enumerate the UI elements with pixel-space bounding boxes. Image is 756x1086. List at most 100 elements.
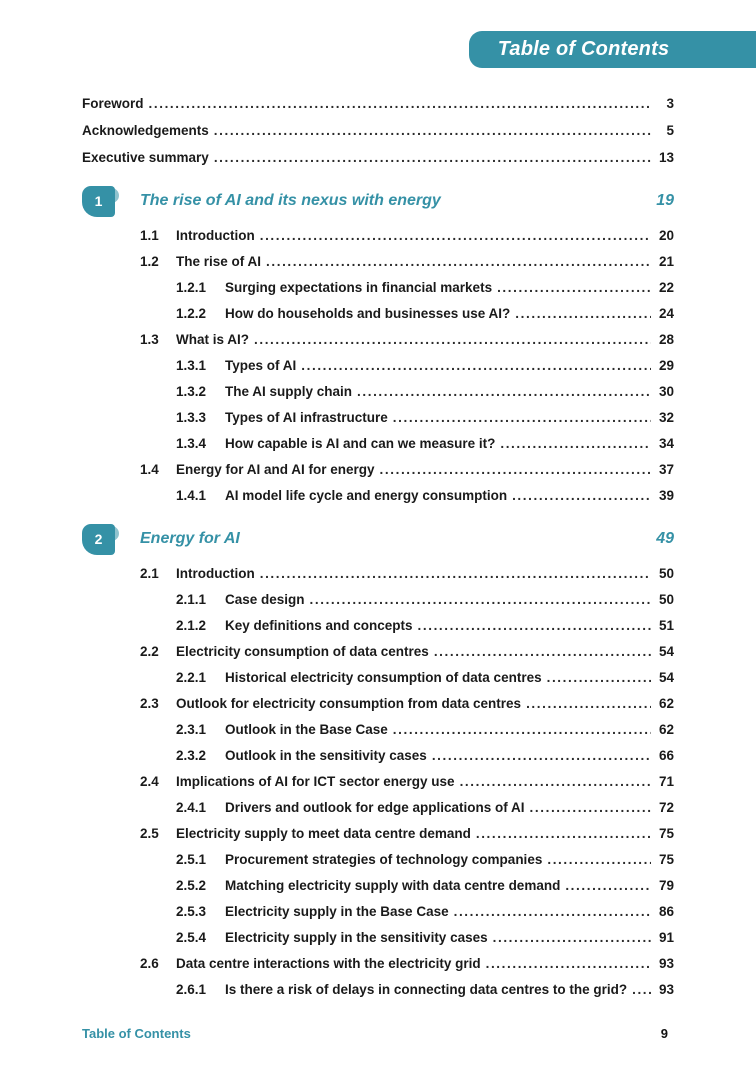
toc-entry-title: Key definitions and concepts — [225, 618, 413, 633]
toc-entry-number: 2.3 — [140, 696, 159, 711]
footer-page-number: 9 — [660, 1026, 668, 1041]
toc-entry[interactable]: 2.3 Outlook for electricity consumption … — [82, 691, 674, 717]
chapter-number-badge: 1 — [82, 185, 119, 217]
toc-entry-title: Procurement strategies of technology com… — [225, 852, 543, 867]
toc-entry-number: 1.2.1 — [176, 280, 207, 295]
dot-leader — [530, 795, 651, 821]
toc-entry-title: Implications of AI for ICT sector energy… — [176, 774, 455, 789]
toc-entry-page: 28 — [658, 332, 674, 347]
toc-entry[interactable]: 1.2 The rise of AI 21 — [82, 249, 674, 275]
chapter-heading[interactable]: 2 Energy for AI 49 — [82, 523, 674, 555]
toc-entry-number: 1.3 — [140, 332, 159, 347]
toc-entry-title: Electricity supply in the Base Case — [225, 904, 449, 919]
toc-entry-number: 2.1 — [140, 566, 159, 581]
toc-entry[interactable]: 2.5 Electricity supply to meet data cent… — [82, 821, 674, 847]
toc-entry-number: 2.5.1 — [176, 852, 207, 867]
toc-entry-title: Energy for AI and AI for energy — [176, 462, 375, 477]
toc-entry[interactable]: 2.1.2 Key definitions and concepts 51 — [82, 613, 674, 639]
toc-entry[interactable]: 2.1 Introduction 50 — [82, 561, 674, 587]
toc-entry-title: Types of AI infrastructure — [225, 410, 388, 425]
toc-entry[interactable]: 2.3.2 Outlook in the sensitivity cases 6… — [82, 743, 674, 769]
toc-entry[interactable]: 1.3.2 The AI supply chain 30 — [82, 379, 674, 405]
toc-entry-page: 37 — [658, 462, 674, 477]
chapter-page: 19 — [656, 192, 674, 209]
toc-entry-title: Foreword — [82, 96, 144, 111]
dot-leader — [476, 821, 651, 847]
toc-front-matter-entry[interactable]: Acknowledgements 5 — [82, 117, 674, 144]
toc-entry-number: 2.3.2 — [176, 748, 207, 763]
toc-entry-number: 2.2 — [140, 644, 159, 659]
toc-entry[interactable]: 2.4.1 Drivers and outlook for edge appli… — [82, 795, 674, 821]
toc-entry-title: Electricity consumption of data centres — [176, 644, 429, 659]
dot-leader — [526, 691, 651, 717]
toc-entry[interactable]: 2.6.1 Is there a risk of delays in conne… — [82, 977, 674, 1003]
dot-leader — [393, 405, 651, 431]
toc-entry[interactable]: 2.2 Electricity consumption of data cent… — [82, 639, 674, 665]
toc-entry[interactable]: 2.5.1 Procurement strategies of technolo… — [82, 847, 674, 873]
toc-entry[interactable]: 2.5.2 Matching electricity supply with d… — [82, 873, 674, 899]
toc-entry[interactable]: 1.2.1 Surging expectations in financial … — [82, 275, 674, 301]
toc-entry-title: Outlook in the sensitivity cases — [225, 748, 427, 763]
page-footer: Table of Contents 9 — [82, 1026, 674, 1041]
toc-entry[interactable]: 1.1 Introduction 20 — [82, 223, 674, 249]
footer-section-label: Table of Contents — [82, 1026, 191, 1041]
toc-entry[interactable]: 2.1.1 Case design 50 — [82, 587, 674, 613]
toc-entry-page: 54 — [658, 644, 674, 659]
toc-entry-page: 50 — [658, 566, 674, 581]
toc-entry-title: Outlook in the Base Case — [225, 722, 388, 737]
dot-leader — [500, 431, 651, 457]
toc-entry-title: Types of AI — [225, 358, 297, 373]
toc-entry-title: AI model life cycle and energy consumpti… — [225, 488, 508, 503]
toc-entry-title: Data centre interactions with the electr… — [176, 956, 481, 971]
dot-leader — [260, 561, 651, 587]
dot-leader — [547, 665, 651, 691]
toc-entry-page: 50 — [658, 592, 674, 607]
dot-leader — [632, 977, 651, 1003]
toc-entry-number: 2.5.4 — [176, 930, 207, 945]
toc-entry-page: 21 — [658, 254, 674, 269]
dot-leader — [266, 249, 651, 275]
toc-entry-number: 1.3.1 — [176, 358, 207, 373]
toc-entry-page: 51 — [658, 618, 674, 633]
toc-entry-title: Matching electricity supply with data ce… — [225, 878, 561, 893]
dot-leader — [454, 899, 651, 925]
toc-entry[interactable]: 2.6 Data centre interactions with the el… — [82, 951, 674, 977]
toc-entry-number: 2.5.3 — [176, 904, 207, 919]
toc-entry-page: 66 — [658, 748, 674, 763]
toc-entry-title: The AI supply chain — [225, 384, 353, 399]
dot-leader — [497, 275, 651, 301]
toc-entry-page: 93 — [658, 982, 674, 997]
dot-leader — [486, 951, 651, 977]
toc-entry-number: 2.3.1 — [176, 722, 207, 737]
toc-entry[interactable]: 2.3.1 Outlook in the Base Case 62 — [82, 717, 674, 743]
toc-entry-number: 1.3.3 — [176, 410, 207, 425]
toc-entry[interactable]: 2.4 Implications of AI for ICT sector en… — [82, 769, 674, 795]
toc-entry[interactable]: 1.2.2 How do households and businesses u… — [82, 301, 674, 327]
toc-entry-title: Executive summary — [82, 150, 209, 165]
toc-entry[interactable]: 1.3.4 How capable is AI and can we measu… — [82, 431, 674, 457]
toc-entry[interactable]: 1.4.1 AI model life cycle and energy con… — [82, 483, 674, 509]
dot-leader — [393, 717, 651, 743]
toc-entry-page: 54 — [658, 670, 674, 685]
toc-entry-page: 5 — [666, 123, 674, 138]
toc-entry-page: 29 — [658, 358, 674, 373]
toc-entry[interactable]: 1.3.3 Types of AI infrastructure 32 — [82, 405, 674, 431]
toc-entry[interactable]: 1.4 Energy for AI and AI for energy 37 — [82, 457, 674, 483]
dot-leader — [512, 483, 651, 509]
toc-entry[interactable]: 2.5.3 Electricity supply in the Base Cas… — [82, 899, 674, 925]
toc-entry[interactable]: 2.2.1 Historical electricity consumption… — [82, 665, 674, 691]
dot-leader — [493, 925, 651, 951]
toc-entry[interactable]: 1.3.1 Types of AI 29 — [82, 353, 674, 379]
chapter-heading[interactable]: 1 The rise of AI and its nexus with ener… — [82, 185, 674, 217]
toc-entry-title: Outlook for electricity consumption from… — [176, 696, 522, 711]
toc-entry-page: 24 — [658, 306, 674, 321]
dot-leader — [380, 457, 651, 483]
toc-entry-title: How capable is AI and can we measure it? — [225, 436, 496, 451]
toc-front-matter-entry[interactable]: Executive summary 13 — [82, 144, 674, 171]
toc-entry[interactable]: 1.3 What is AI? 28 — [82, 327, 674, 353]
toc-front-matter-entry[interactable]: Foreword 3 — [82, 90, 674, 117]
toc-entry-page: 3 — [666, 96, 674, 111]
toc-entry-page: 75 — [658, 826, 674, 841]
toc-entry-page: 32 — [658, 410, 674, 425]
toc-entry[interactable]: 2.5.4 Electricity supply in the sensitiv… — [82, 925, 674, 951]
